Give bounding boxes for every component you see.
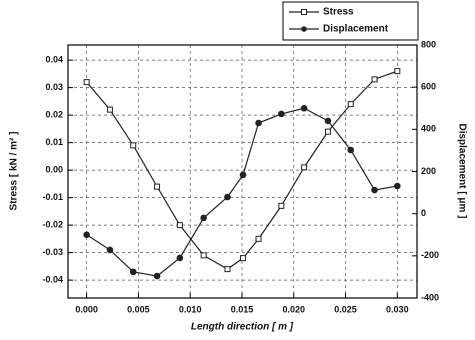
marker: [371, 186, 378, 194]
y2-axis-label: Displacement [ μm ]: [456, 123, 467, 218]
x-tick-label: 0.030: [386, 304, 409, 314]
marker: [394, 68, 401, 75]
marker: [278, 110, 285, 118]
x-tick-label: 0.015: [231, 304, 254, 314]
y-tick-label: 0.03: [45, 82, 63, 92]
marker: [106, 246, 114, 254]
x-tick-label: 0.020: [282, 304, 305, 314]
marker: [371, 76, 378, 83]
y-tick-label: -0.01: [42, 192, 63, 202]
marker: [240, 255, 247, 262]
marker: [394, 182, 401, 190]
marker: [106, 106, 113, 113]
legend-marker: [301, 9, 307, 15]
marker: [176, 254, 184, 262]
y-axis-label: Stress [ kN / m² ]: [9, 132, 20, 211]
marker: [130, 142, 137, 149]
x-tick-label: 0.025: [334, 304, 357, 314]
y-tick-label: -0.02: [42, 220, 63, 230]
y2-tick-label: 0: [421, 208, 426, 218]
marker: [153, 272, 161, 280]
marker: [300, 104, 308, 112]
legend-label: Stress: [323, 7, 354, 18]
y2-tick-label: -400: [421, 292, 439, 302]
marker: [200, 214, 207, 222]
y-tick-label: 0.00: [45, 165, 63, 175]
x-tick-label: 0.000: [75, 304, 98, 314]
marker: [83, 231, 90, 239]
marker: [255, 119, 262, 127]
y2-tick-label: 400: [421, 124, 436, 134]
y-tick-label: -0.03: [42, 247, 63, 257]
marker: [324, 117, 332, 125]
marker: [200, 252, 207, 259]
y2-tick-label: 800: [421, 39, 436, 49]
marker: [154, 183, 161, 190]
marker: [347, 101, 354, 108]
y-tick-label: 0.01: [45, 137, 63, 147]
x-tick-label: 0.010: [179, 304, 202, 314]
legend-box: [282, 1, 419, 41]
y-tick-label: 0.02: [45, 110, 63, 120]
marker: [301, 164, 308, 171]
marker: [347, 146, 355, 154]
marker: [255, 235, 262, 242]
marker: [278, 202, 285, 209]
marker: [224, 193, 231, 201]
marker: [83, 79, 90, 86]
marker: [324, 128, 331, 135]
plot-frame: [67, 44, 418, 299]
y-tick-label: 0.04: [45, 55, 63, 65]
y2-tick-label: -200: [421, 250, 439, 260]
x-tick-label: 0.005: [127, 304, 150, 314]
marker: [129, 268, 137, 276]
legend-marker: [301, 26, 307, 32]
y2-tick-label: 600: [421, 82, 436, 92]
marker: [176, 222, 183, 229]
marker: [239, 171, 247, 179]
y2-tick-label: 200: [421, 166, 436, 176]
marker: [224, 266, 231, 273]
y-tick-label: -0.04: [42, 275, 63, 285]
x-axis-label: Length direction [ m ]: [191, 322, 294, 333]
legend-label: Displacement: [323, 24, 389, 35]
